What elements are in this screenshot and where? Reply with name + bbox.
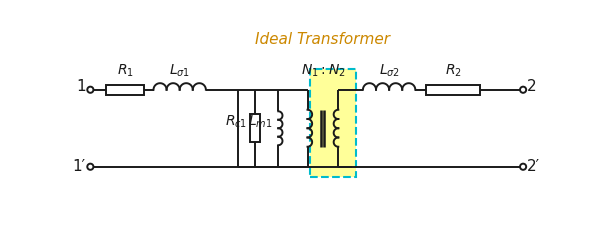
- Text: $R_2$: $R_2$: [445, 63, 461, 79]
- Text: 2′: 2′: [527, 158, 540, 173]
- Text: 2: 2: [527, 79, 536, 94]
- Text: Ideal Transformer: Ideal Transformer: [256, 32, 391, 46]
- Bar: [106, 85, 144, 95]
- Text: $R_{c1}$: $R_{c1}$: [225, 113, 247, 129]
- Text: 1′: 1′: [73, 158, 86, 173]
- Text: $L_{m1}$: $L_{m1}$: [248, 113, 272, 129]
- Text: 1: 1: [76, 79, 86, 94]
- Text: $L_{\sigma1}$: $L_{\sigma1}$: [169, 63, 190, 79]
- Text: $L_{\sigma2}$: $L_{\sigma2}$: [379, 63, 400, 79]
- Bar: [250, 115, 260, 142]
- Bar: [426, 85, 480, 95]
- Text: $N_1 : N_2$: $N_1 : N_2$: [301, 63, 345, 79]
- Text: $R_1$: $R_1$: [116, 63, 133, 79]
- Bar: [310, 70, 356, 177]
